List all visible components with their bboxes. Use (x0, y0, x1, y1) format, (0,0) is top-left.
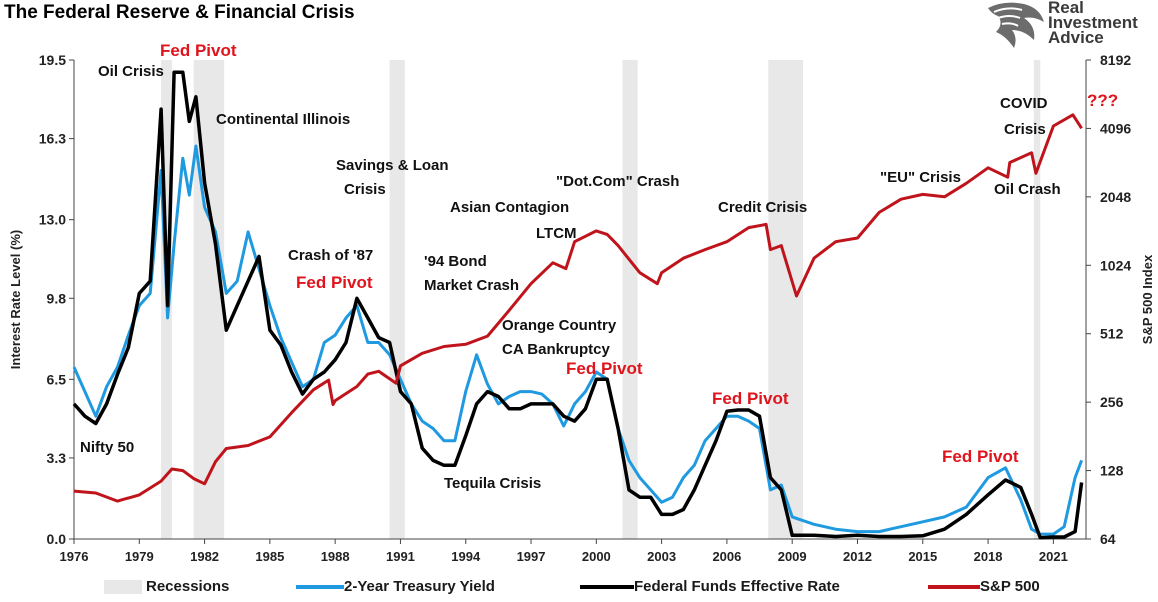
sp500-line (73, 113, 1083, 503)
x-tick-label: 2015 (908, 549, 937, 564)
y2-tick-label: 512 (1100, 326, 1124, 342)
annotation-bond-1: '94 Bond (424, 253, 487, 270)
annotation-fed-pivot-2006: Fed Pivot (712, 389, 789, 408)
annotation-crash87: Crash of '87 (288, 247, 373, 264)
annotation-ltcm: LTCM (536, 225, 577, 242)
y2-tick-label: 2048 (1100, 189, 1131, 205)
annotation-nifty: Nifty 50 (80, 439, 134, 456)
legend-item-fedfunds: Federal Funds Effective Rate (580, 578, 840, 595)
x-tick-label: 1991 (386, 549, 415, 564)
annotation-oil-crash: Oil Crash (994, 181, 1061, 198)
x-tick-label: 2012 (843, 549, 872, 564)
legend-item-recessions: Recessions (104, 578, 229, 595)
x-tick-label: 2009 (778, 549, 807, 564)
annotation-fed-pivot-1980: Fed Pivot (160, 41, 237, 60)
legend: Recessions 2-Year Treasury Yield Federal… (0, 578, 1158, 600)
annotation-continental: Continental Illinois (216, 111, 350, 128)
y2-tick-label: 256 (1100, 394, 1124, 410)
x-tick-label: 1994 (451, 549, 481, 564)
annotation-question: ??? (1087, 91, 1118, 110)
logo-line1: Real (1048, 0, 1084, 17)
legend-swatch-fedfunds (580, 584, 634, 589)
y-tick-label: 19.5 (39, 52, 66, 68)
annotation-fed-pivot-1987: Fed Pivot (296, 273, 373, 292)
eagle-logo-icon (988, 2, 1044, 48)
legend-item-treasury: 2-Year Treasury Yield (296, 578, 495, 595)
recession-bands (161, 60, 1041, 539)
y-axis-label: Interest Rate Level (%) (8, 230, 23, 369)
legend-item-sp500: S&P 500 (928, 578, 1040, 595)
x-tick-label: 1985 (255, 549, 284, 564)
series-lines (72, 70, 1084, 540)
x-tick-label: 2000 (582, 549, 611, 564)
y-tick-label: 0.0 (47, 531, 67, 547)
y-tick-label: 13.0 (39, 212, 66, 228)
annotation-fed-pivot-2019: Fed Pivot (942, 447, 1019, 466)
x-tick-label: 1982 (190, 549, 219, 564)
annotation-orange-2: CA Bankruptcy (502, 341, 610, 358)
y-tick-label: 9.8 (47, 290, 67, 306)
legend-label-fedfunds: Federal Funds Effective Rate (634, 578, 840, 595)
annotation-eu: "EU" Crisis (880, 169, 961, 186)
legend-swatch-sp500 (928, 584, 980, 589)
y2-tick-label: 128 (1100, 463, 1124, 479)
chart-area: 0.0 3.3 6.5 9.8 13.0 16.3 19.5 64 128 256 512 1024 2… (8, 41, 1155, 564)
annotation-savings-1: Savings & Loan (336, 157, 449, 174)
y-tick-label: 6.5 (47, 371, 67, 387)
y-tick-label: 3.3 (47, 450, 67, 466)
legend-label-sp500: S&P 500 (980, 578, 1040, 595)
annotation-bond-2: Market Crash (424, 277, 519, 294)
recession-band (768, 60, 804, 539)
recession-band (1033, 60, 1041, 539)
annotation-dotcom: "Dot.Com" Crash (556, 173, 679, 190)
x-tick-label: 1997 (517, 549, 546, 564)
x-tick-label: 1979 (125, 549, 154, 564)
annotation-savings-2: Crisis (344, 181, 386, 198)
x-tick-label: 1988 (321, 549, 350, 564)
annotation-fed-pivot-2000: Fed Pivot (566, 359, 643, 378)
x-tick-label: 1976 (60, 549, 89, 564)
annotation-covid-1: COVID (1000, 95, 1048, 112)
x-tick-label: 2006 (712, 549, 741, 564)
logo (984, 0, 1154, 52)
x-tick-label: 2021 (1039, 549, 1068, 564)
x-tick-label: 2003 (647, 549, 676, 564)
recession-band (389, 60, 405, 539)
y2-tick-label: 64 (1100, 531, 1116, 547)
legend-swatch-recessions (104, 579, 142, 594)
axes: 0.0 3.3 6.5 9.8 13.0 16.3 19.5 64 128 256 512 1024 2… (8, 52, 1155, 564)
annotations: Oil Crisis Fed Pivot Continental Illinois S… (80, 41, 1118, 492)
annotation-oil-crisis: Oil Crisis (98, 63, 164, 80)
logo-line3: Advice (1048, 28, 1104, 47)
logo-line2: Investment (1048, 13, 1138, 32)
y2-tick-label: 4096 (1100, 120, 1131, 136)
treasury-line (72, 144, 1084, 536)
y2-tick-label: 1024 (1100, 257, 1131, 273)
annotation-asian: Asian Contagion (450, 199, 569, 216)
legend-label-recessions: Recessions (146, 578, 230, 595)
annotation-tequila: Tequila Crisis (444, 475, 541, 492)
logo-text: Real Investment Advice (1048, 0, 1138, 47)
recession-band (622, 60, 638, 539)
annotation-covid-2: Crisis (1004, 121, 1046, 138)
y2-tick-label: 8192 (1100, 52, 1131, 68)
legend-swatch-treasury (296, 584, 344, 589)
legend-label-treasury: 2-Year Treasury Yield (344, 578, 495, 595)
y2-axis-label: S&P 500 Index (1140, 254, 1155, 344)
page-title: The Federal Reserve & Financial Crisis (4, 2, 355, 23)
annotation-orange-1: Orange Country (502, 317, 617, 334)
x-tick-label: 2018 (974, 549, 1003, 564)
annotation-credit: Credit Crisis (718, 199, 807, 216)
fedfunds-line (72, 70, 1084, 540)
y-tick-label: 16.3 (39, 131, 66, 147)
